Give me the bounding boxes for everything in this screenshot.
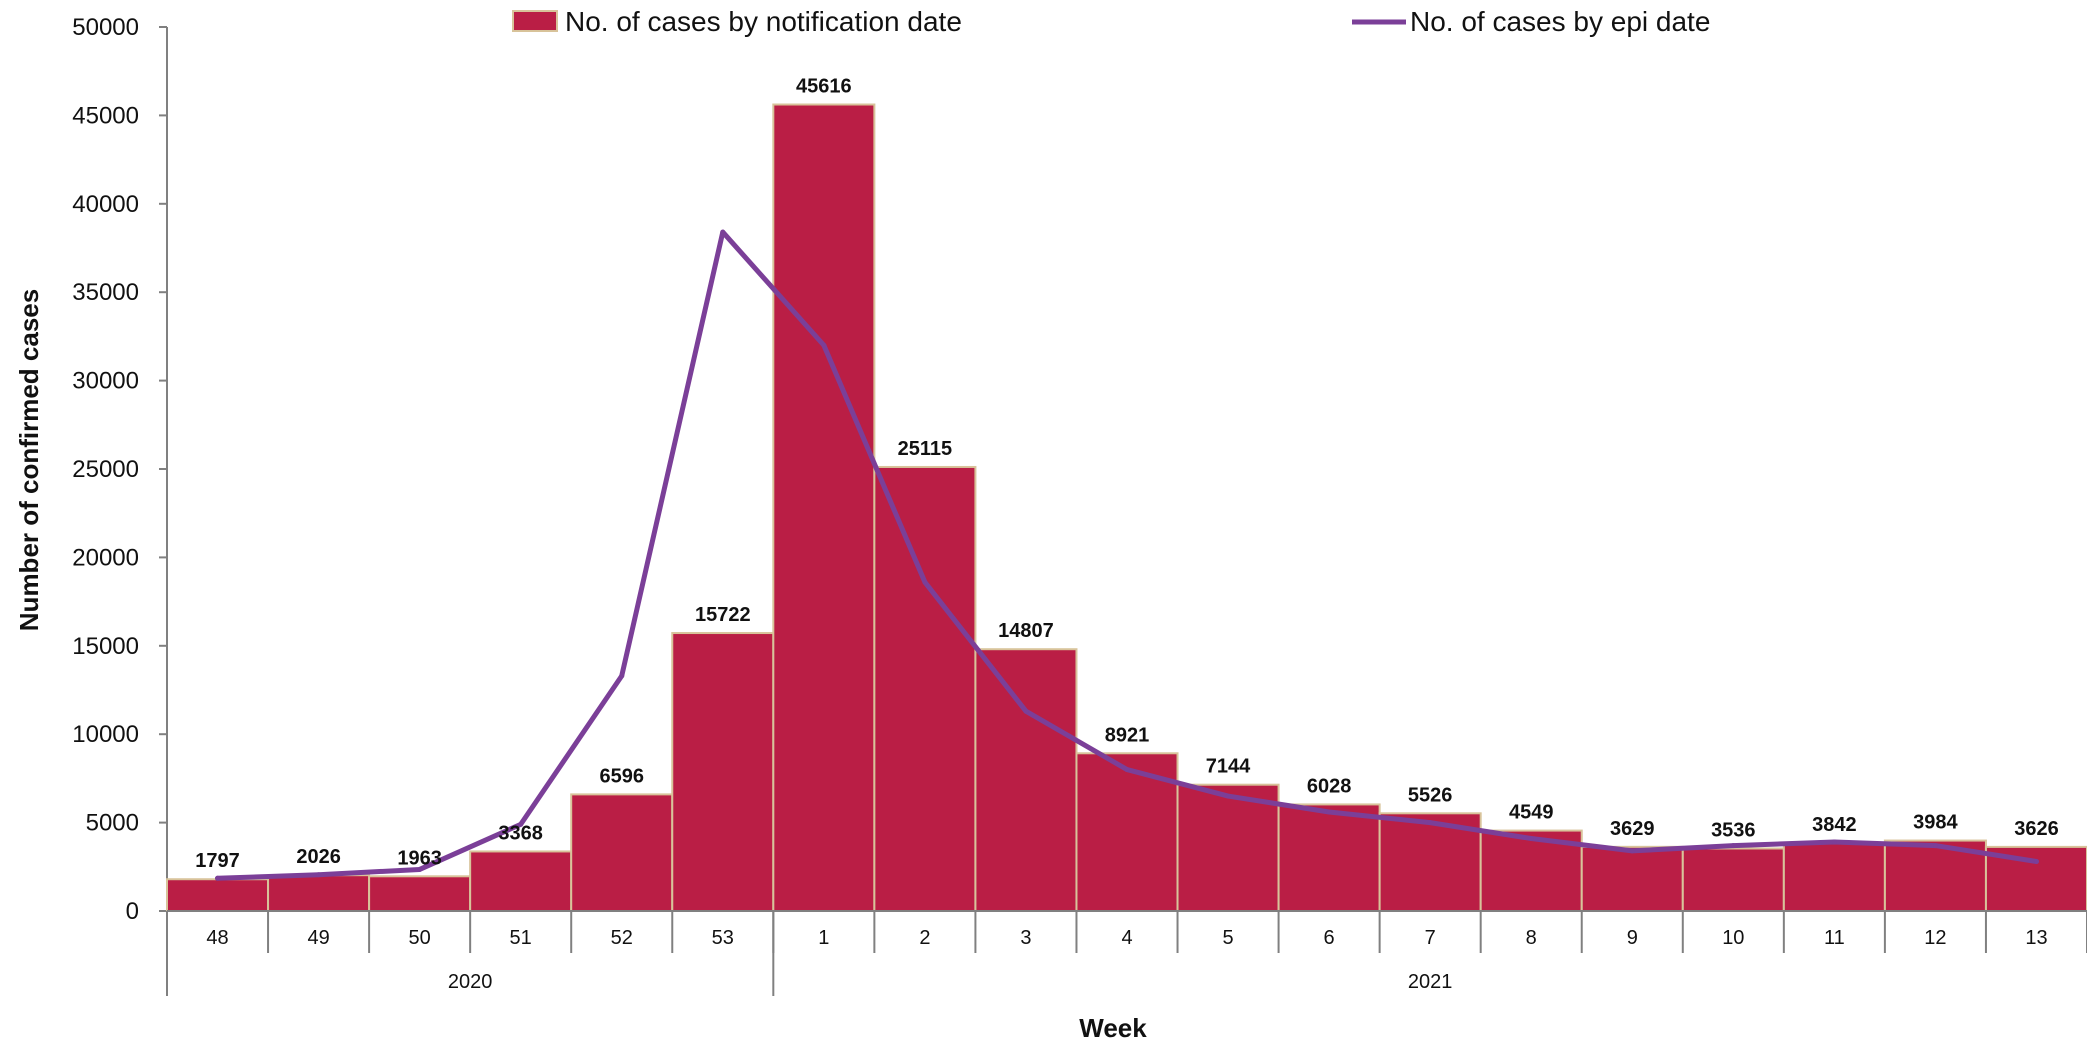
bar xyxy=(1681,847,1785,912)
y-tick-label: 45000 xyxy=(72,102,139,129)
x-tick-label: 13 xyxy=(2025,927,2047,949)
line-point xyxy=(720,229,726,235)
bar xyxy=(267,874,371,912)
x-tick-label: 10 xyxy=(1722,927,1744,949)
x-tick-label: 1 xyxy=(818,927,829,949)
bar-data-label: 5526 xyxy=(1408,784,1453,806)
x-tick-label: 2 xyxy=(919,927,930,949)
line-point xyxy=(619,673,625,679)
x-tick-label: 4 xyxy=(1121,927,1132,949)
x-axis-title: Week xyxy=(1079,1013,1147,1043)
x-tick-label: 8 xyxy=(1526,927,1537,949)
bar-data-label: 3984 xyxy=(1913,812,1958,834)
legend-label-notification-date: No. of cases by notification date xyxy=(565,6,962,37)
line-series xyxy=(215,229,2039,881)
bar-data-label: 3368 xyxy=(498,822,543,844)
year-group-label: 2020 xyxy=(448,971,493,993)
legend-label-epi-date: No. of cases by epi date xyxy=(1410,6,1710,37)
y-tick-label: 20000 xyxy=(72,544,139,571)
x-tick-label: 3 xyxy=(1020,927,1031,949)
bar-data-label: 1797 xyxy=(195,850,240,872)
data-labels: 1797 2026 1963 3368 6596 15722 45616 25115 14807… xyxy=(195,76,2058,873)
x-tick-label: 51 xyxy=(510,927,532,949)
bar-data-label: 45616 xyxy=(796,76,852,98)
y-axis-title: Number of confirmed cases xyxy=(14,289,44,631)
x-tick-label: 48 xyxy=(206,927,228,949)
line-point xyxy=(821,342,827,348)
y-tick-label: 25000 xyxy=(72,456,139,483)
y-tick-label: 15000 xyxy=(72,633,139,660)
x-tick-label: 12 xyxy=(1924,927,1946,949)
bar xyxy=(570,793,674,912)
x-tick-label: 53 xyxy=(712,927,734,949)
legend: No. of cases by notification date No. of… xyxy=(512,6,1710,37)
x-tick-label: 7 xyxy=(1425,927,1436,949)
line-point xyxy=(1326,809,1332,815)
line-point xyxy=(1629,848,1635,854)
line-point xyxy=(1528,836,1534,842)
bar-data-label: 14807 xyxy=(998,620,1054,642)
x-tick-label: 9 xyxy=(1627,927,1638,949)
bar-data-label: 6028 xyxy=(1307,775,1352,797)
bar-data-label: 3629 xyxy=(1610,818,1655,840)
bar xyxy=(671,632,775,912)
line-point xyxy=(1932,843,1938,849)
y-tick-label: 10000 xyxy=(72,721,139,748)
line-point xyxy=(215,875,221,881)
bar-data-label: 2026 xyxy=(296,846,341,868)
y-tick-label: 35000 xyxy=(72,279,139,306)
x-tick-label: 6 xyxy=(1324,927,1335,949)
legend-swatch-notification-date xyxy=(512,10,558,32)
x-tick-label: 11 xyxy=(1824,927,1845,949)
bar-data-label: 15722 xyxy=(695,604,751,626)
line-point xyxy=(1023,708,1029,714)
y-axis: 0 5000 10000 15000 20000 25000 30000 35000 40000… xyxy=(72,14,168,925)
bar-series xyxy=(166,103,2087,913)
bar-data-label: 3536 xyxy=(1711,819,1756,841)
y-tick-label: 0 xyxy=(126,898,139,925)
y-tick-label: 30000 xyxy=(72,368,139,395)
bar xyxy=(1277,803,1381,913)
bar xyxy=(368,875,472,913)
bar-data-label: 4549 xyxy=(1509,802,1554,824)
bar-data-label: 6596 xyxy=(599,765,644,787)
line-point xyxy=(922,579,928,585)
bar xyxy=(1580,845,1684,913)
bar-data-label: 3626 xyxy=(2014,818,2059,840)
bar-data-label: 1963 xyxy=(397,847,442,869)
x-tick-label: 49 xyxy=(307,927,329,949)
line-point xyxy=(2033,858,2039,864)
bar-data-label: 8921 xyxy=(1105,724,1150,746)
bar xyxy=(166,878,270,913)
year-group-label: 2021 xyxy=(1408,971,1453,993)
bar xyxy=(873,465,977,912)
bar xyxy=(469,850,573,912)
x-tick-label: 52 xyxy=(611,927,633,949)
bar-data-label: 7144 xyxy=(1206,756,1251,778)
line-point xyxy=(1831,839,1837,845)
line-point xyxy=(1124,767,1130,773)
y-tick-label: 40000 xyxy=(72,191,139,218)
line-point xyxy=(417,866,423,872)
line-point xyxy=(316,872,322,878)
line-point xyxy=(1225,793,1231,799)
y-tick-label: 5000 xyxy=(86,810,139,837)
line-point xyxy=(518,821,524,827)
line-point xyxy=(1427,820,1433,826)
line-point xyxy=(1730,843,1736,849)
bar-data-label: 3842 xyxy=(1812,814,1857,836)
x-tick-label: 5 xyxy=(1222,927,1233,949)
bar xyxy=(974,648,1078,912)
x-tick-label: 50 xyxy=(409,927,431,949)
y-tick-label: 50000 xyxy=(72,14,139,41)
bar xyxy=(772,103,876,913)
bar-data-label: 25115 xyxy=(898,438,953,460)
bar xyxy=(1782,842,1886,912)
